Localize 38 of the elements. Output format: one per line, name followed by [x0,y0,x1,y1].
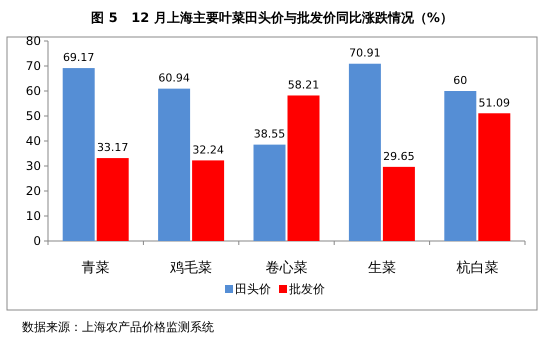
bar [254,144,286,241]
data-label: 33.17 [96,141,128,154]
source-note: 数据来源：上海农产品价格监测系统 [22,320,214,334]
data-label: 29.65 [383,150,415,163]
x-tick-label: 生菜 [368,260,396,276]
legend-label: 田头价 [235,282,271,296]
data-label: 32.24 [192,143,224,156]
y-tick-label: 30 [26,159,41,173]
bar [158,88,190,241]
x-tick-label: 青菜 [82,260,110,276]
bar [96,158,129,241]
y-tick-label: 0 [33,234,41,248]
data-label: 38.55 [254,128,286,141]
y-tick-label: 50 [26,109,41,123]
data-label: 60 [453,74,468,87]
data-label: 51.09 [478,96,510,110]
x-tick-label: 杭白菜 [455,260,498,276]
y-tick-label: 20 [26,184,41,198]
bar [382,166,415,241]
x-tick-label: 鸡毛菜 [169,260,212,276]
y-tick-label: 70 [26,59,41,73]
bar [478,113,510,241]
y-tick-label: 40 [26,134,41,148]
bar [444,91,476,241]
y-tick-label: 10 [26,209,41,223]
title: 图 5 12 月上海主要叶菜田头价与批发价同比涨跌情况（%） [91,11,453,26]
bar [62,68,95,241]
bar [192,160,224,241]
y-tick-label: 80 [26,34,41,48]
data-label: 70.91 [349,46,381,60]
x-tick-label: 卷心菜 [266,260,308,276]
y-tick-label: 60 [26,84,41,98]
legend-label: 批发价 [289,282,325,296]
bar [288,95,320,241]
data-label: 58.21 [288,78,320,92]
data-label: 69.17 [62,51,94,64]
data-label: 60.94 [158,72,190,85]
bar [348,64,381,241]
